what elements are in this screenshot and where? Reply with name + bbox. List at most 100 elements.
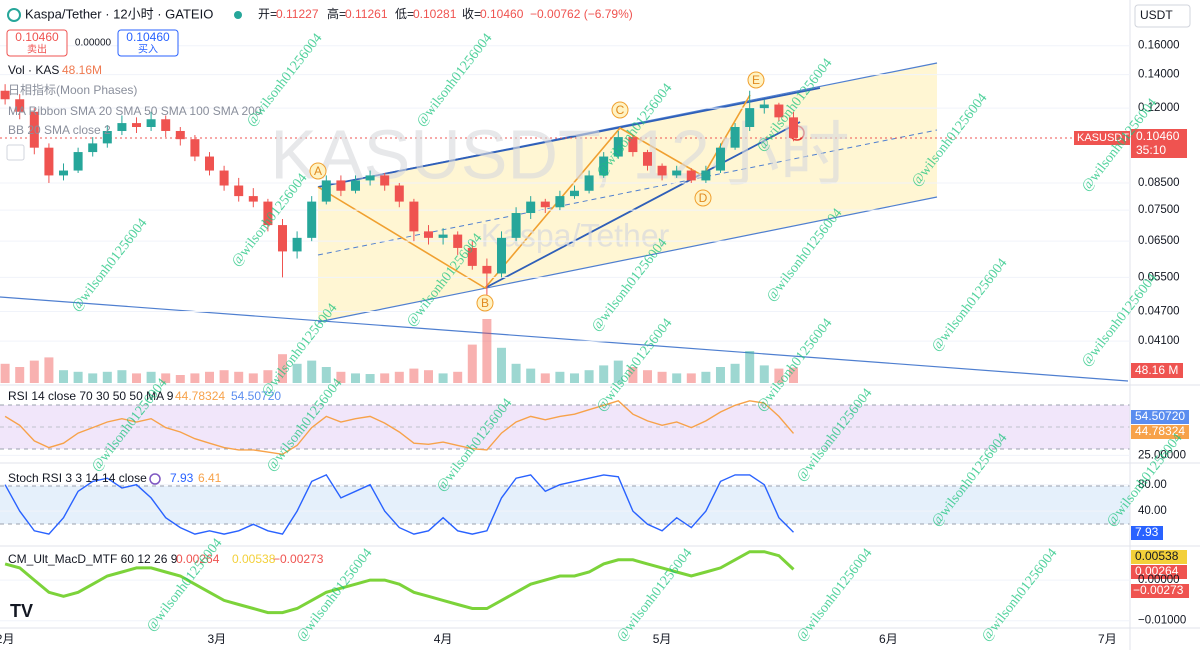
candle-body (0, 90, 10, 100)
candle-body (672, 170, 682, 176)
candle-body (205, 156, 215, 171)
volume-bar (117, 370, 127, 383)
volume-bar (672, 373, 682, 383)
candle-body (380, 175, 390, 186)
volume-bar (336, 371, 346, 383)
volume-bar (0, 363, 10, 383)
candle-body (278, 225, 287, 252)
volume-bar (628, 367, 638, 383)
volume-bar (44, 357, 54, 383)
y-tick-label: 0.12000 (1138, 102, 1180, 114)
volume-bar (263, 370, 273, 383)
stoch-box (1131, 526, 1163, 540)
candle-body (161, 119, 171, 131)
candle-body (175, 130, 185, 140)
close-value: 0.10460 (480, 7, 524, 21)
volume-bar (409, 368, 419, 383)
volume-bar (526, 368, 536, 383)
candle-body (745, 108, 755, 128)
rsi-band (0, 405, 1130, 449)
candle-body (307, 201, 317, 238)
low-label: 低= (395, 7, 414, 21)
volume-bar (394, 371, 404, 383)
sell-button[interactable] (6, 29, 68, 57)
volume-bar (88, 373, 98, 383)
candle-body (613, 137, 623, 157)
refresh-icon[interactable] (149, 473, 161, 485)
candle-body (73, 152, 83, 171)
collapse-button[interactable] (6, 144, 25, 161)
volume-bar (701, 371, 711, 383)
candle-body (496, 237, 506, 274)
candle-body (15, 99, 25, 112)
macd-axis: 0.00264 (1135, 564, 1179, 578)
watermark-symbol: KASUSDT, 12小时 (270, 115, 850, 193)
candle-body (453, 234, 463, 248)
open-label: 开= (258, 7, 277, 21)
volume-bar (175, 375, 185, 383)
candle-body (657, 165, 667, 176)
candle-body (730, 127, 740, 148)
candle-body (526, 201, 536, 214)
candle-body (190, 139, 200, 157)
candle-body (569, 190, 579, 197)
hist-box (1131, 584, 1189, 598)
buy-price: 0.10460 (126, 30, 170, 44)
point-label: E (752, 73, 760, 87)
volume-bar (321, 367, 331, 383)
indicator-line (4, 550, 795, 615)
buy-button[interactable] (117, 29, 179, 57)
volume-bar (307, 360, 317, 383)
hist-value: −0.00273 (273, 552, 324, 566)
candle-body (774, 104, 784, 118)
volume-bar (190, 373, 200, 383)
point-badge (611, 101, 629, 119)
volume-bar (365, 374, 375, 383)
candle-body (555, 196, 565, 208)
volume-bar (642, 370, 652, 383)
currency-button[interactable] (1134, 4, 1191, 28)
y-tick-label: 0.08500 (1138, 177, 1180, 189)
volume-bar (132, 373, 142, 383)
candle-body (409, 201, 419, 232)
rsi-legend: RSI 14 close 70 30 50 50 MA 9 (8, 389, 174, 403)
buy-label: 买入 (138, 44, 158, 56)
y-tick-label: 0.04700 (1138, 306, 1180, 318)
indicator-legend: BB 20 SMA close 2 (8, 123, 111, 137)
y-tick-label: 40.00 (1138, 505, 1167, 517)
x-tick-label: 6月 (879, 632, 898, 646)
last-price: 0.10460 (1136, 129, 1180, 143)
candle-body (511, 213, 521, 238)
volume-bar (686, 373, 696, 383)
point-label: D (699, 191, 708, 205)
volume-bar (555, 371, 565, 383)
x-tick-label: 2月 (0, 632, 14, 646)
change: −0.00762 (−6.79%) (530, 7, 633, 21)
candle-body (248, 196, 258, 202)
y-tick-label: 0.05500 (1138, 271, 1180, 283)
y-tick-label: 0.04100 (1138, 335, 1180, 347)
trend-line (484, 121, 801, 289)
y-tick-label: 0.16000 (1138, 40, 1180, 52)
vol-box (1131, 363, 1183, 378)
volume-bar (161, 373, 171, 383)
rsi-axis: 44.78324 (1135, 424, 1185, 438)
rsi-box (1131, 425, 1189, 439)
volume-bar (205, 371, 215, 383)
x-tick-label: 5月 (653, 632, 672, 646)
candle-body (219, 170, 229, 186)
candle-body (292, 237, 302, 252)
candle-body (467, 247, 477, 266)
watermark: @wilsonh01256004 (979, 546, 1061, 644)
candle-body (263, 201, 273, 226)
candle-body (438, 234, 448, 238)
y-tick-label: −0.01000 (1138, 615, 1186, 627)
high-label: 高= (327, 6, 346, 21)
volume-bar (146, 371, 156, 383)
ticker: KASUSDT (1077, 132, 1129, 144)
volume-bar (715, 367, 725, 383)
indicator-line (4, 400, 795, 456)
high-value: 0.11261 (345, 7, 388, 21)
indicator-legend: MA Ribbon SMA 20 SMA 50 SMA 100 SMA 200 (8, 104, 262, 118)
candle-body (350, 180, 360, 191)
